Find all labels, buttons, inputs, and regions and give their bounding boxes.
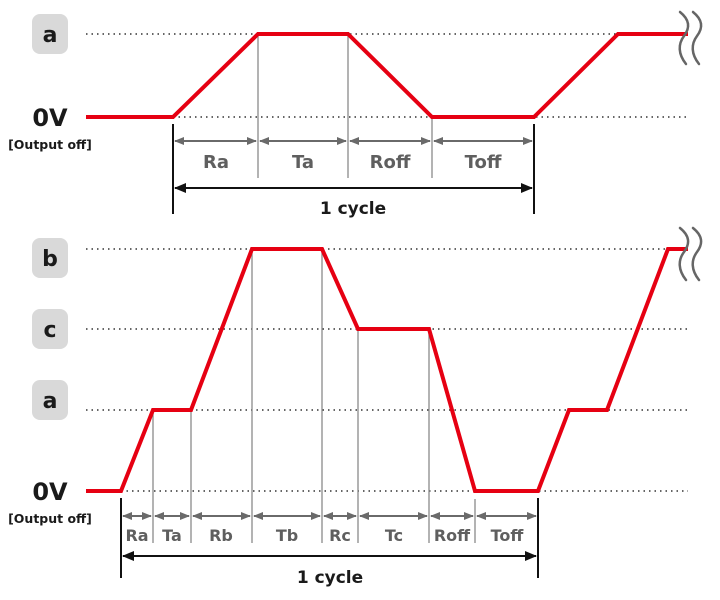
segment-label-ta: Ta xyxy=(162,526,182,545)
zero-volt-label: 0V xyxy=(32,104,68,132)
segment-label-tb: Tb xyxy=(276,526,298,545)
level-badge-b: b xyxy=(32,238,68,278)
segment-dividers xyxy=(257,34,433,178)
bottom-diagram: b c a 0V [Output off] xyxy=(8,226,703,588)
level-label: a xyxy=(43,23,58,48)
segment-label-roff: Roff xyxy=(370,152,411,173)
segment-dividers xyxy=(152,249,476,543)
segment-label-roff: Roff xyxy=(434,526,471,545)
level-label: a xyxy=(43,389,58,414)
level-label: b xyxy=(42,247,58,272)
level-badge-a: a xyxy=(32,14,68,54)
level-badge-a: a xyxy=(32,380,68,420)
segment-label-toff: Toff xyxy=(465,152,502,173)
level-lines xyxy=(86,248,688,492)
level-label: c xyxy=(43,318,56,343)
segment-label-rc: Rc xyxy=(329,526,351,545)
segment-label-tc: Tc xyxy=(385,526,403,545)
zero-volt-label: 0V xyxy=(32,478,68,506)
segment-label-ra: Ra xyxy=(203,152,229,173)
output-off-label: [Output off] xyxy=(8,137,92,152)
voltage-waveform xyxy=(86,32,688,119)
wavy-break-icon xyxy=(678,10,703,66)
cycle-label: 1 cycle xyxy=(320,199,386,219)
top-diagram: a 0V [Output off] Ra Ta Roff Toff xyxy=(8,10,703,219)
segment-label-ra: Ra xyxy=(125,526,148,545)
cycle-bounds xyxy=(172,124,535,214)
segment-label-rb: Rb xyxy=(209,526,233,545)
segment-label-toff: Toff xyxy=(491,526,525,545)
voltage-waveform xyxy=(86,247,688,493)
cycle-bounds xyxy=(120,498,539,578)
segment-label-ta: Ta xyxy=(292,152,314,173)
wavy-break-icon xyxy=(678,226,703,282)
output-off-label: [Output off] xyxy=(8,511,92,526)
cycle-label: 1 cycle xyxy=(297,568,363,588)
level-badge-c: c xyxy=(32,309,68,349)
